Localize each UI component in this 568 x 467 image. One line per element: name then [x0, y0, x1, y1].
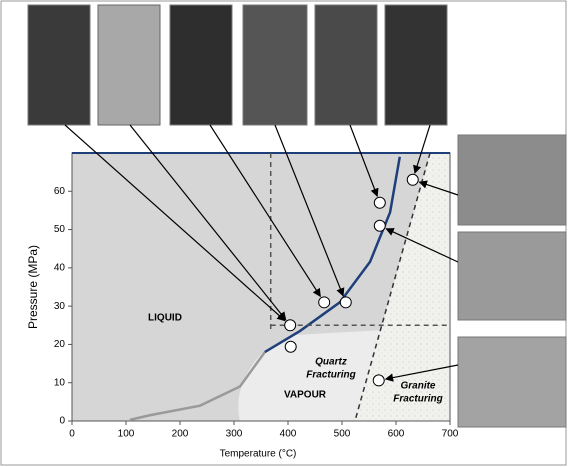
x-axis-title: Temperature (°C) — [220, 449, 297, 460]
y-tick-label: 30 — [54, 301, 66, 312]
data-point — [374, 197, 385, 208]
x-tick-label: 400 — [280, 429, 297, 440]
y-tick-label: 0 — [59, 416, 65, 427]
x-tick-label: 300 — [226, 429, 243, 440]
figure: Temperature (°C) Pressure (MPa) 01002003… — [0, 0, 568, 467]
data-point — [374, 220, 385, 231]
region-label: Fracturing — [306, 370, 355, 381]
y-tick-label: 60 — [54, 186, 66, 197]
y-axis-title: Pressure (MPa) — [26, 245, 40, 329]
region-label: VAPOUR — [284, 390, 327, 401]
y-tick-label: 10 — [54, 377, 66, 388]
y-tick-label: 20 — [54, 339, 66, 350]
data-point — [319, 297, 330, 308]
x-tick-label: 100 — [118, 429, 135, 440]
x-tick-label: 0 — [69, 429, 75, 440]
x-tick-label: 700 — [442, 429, 459, 440]
x-tick-label: 600 — [388, 429, 405, 440]
data-point — [407, 174, 418, 185]
region-label: Granite — [400, 381, 435, 392]
data-point — [340, 297, 351, 308]
y-tick-label: 40 — [54, 262, 66, 273]
y-tick-label: 50 — [54, 224, 66, 235]
data-point — [285, 341, 296, 352]
region-label: Quartz — [315, 357, 347, 368]
x-tick-label: 500 — [334, 429, 351, 440]
data-point — [373, 375, 384, 386]
region-label: LIQUID — [148, 313, 182, 324]
region-label: Fracturing — [393, 394, 442, 405]
x-tick-label: 200 — [172, 429, 189, 440]
data-point — [285, 320, 296, 331]
